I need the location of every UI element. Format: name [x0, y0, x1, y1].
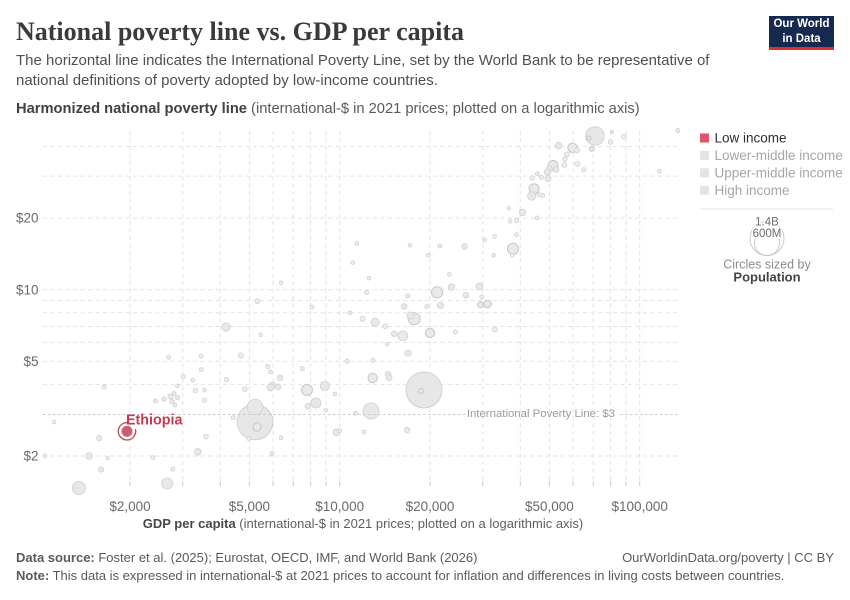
- svg-text:Circles sized by: Circles sized by: [723, 258, 811, 272]
- svg-text:$20,000: $20,000: [406, 499, 455, 514]
- svg-text:$10,000: $10,000: [315, 499, 364, 514]
- svg-text:International Poverty Line: $3: International Poverty Line: $3: [467, 408, 615, 420]
- svg-text:$100,000: $100,000: [612, 499, 668, 514]
- svg-text:$2: $2: [23, 449, 38, 464]
- svg-text:$5: $5: [23, 354, 38, 369]
- svg-text:Upper-middle income: Upper-middle income: [715, 166, 843, 181]
- svg-text:$2,000: $2,000: [109, 499, 150, 514]
- svg-text:$5,000: $5,000: [229, 499, 270, 514]
- svg-text:600M: 600M: [753, 228, 782, 240]
- svg-text:High income: High income: [715, 183, 790, 198]
- svg-text:Ethiopia: Ethiopia: [126, 413, 183, 429]
- svg-text:1.4B: 1.4B: [755, 217, 779, 229]
- svg-text:Lower-middle income: Lower-middle income: [715, 148, 843, 163]
- svg-text:Low income: Low income: [715, 131, 787, 146]
- svg-text:$20: $20: [16, 211, 39, 226]
- svg-text:GDP per capita (international-: GDP per capita (international-$ in 2021 …: [143, 516, 584, 531]
- svg-text:$10: $10: [16, 282, 39, 297]
- svg-text:Population: Population: [733, 270, 800, 285]
- svg-text:$50,000: $50,000: [525, 499, 574, 514]
